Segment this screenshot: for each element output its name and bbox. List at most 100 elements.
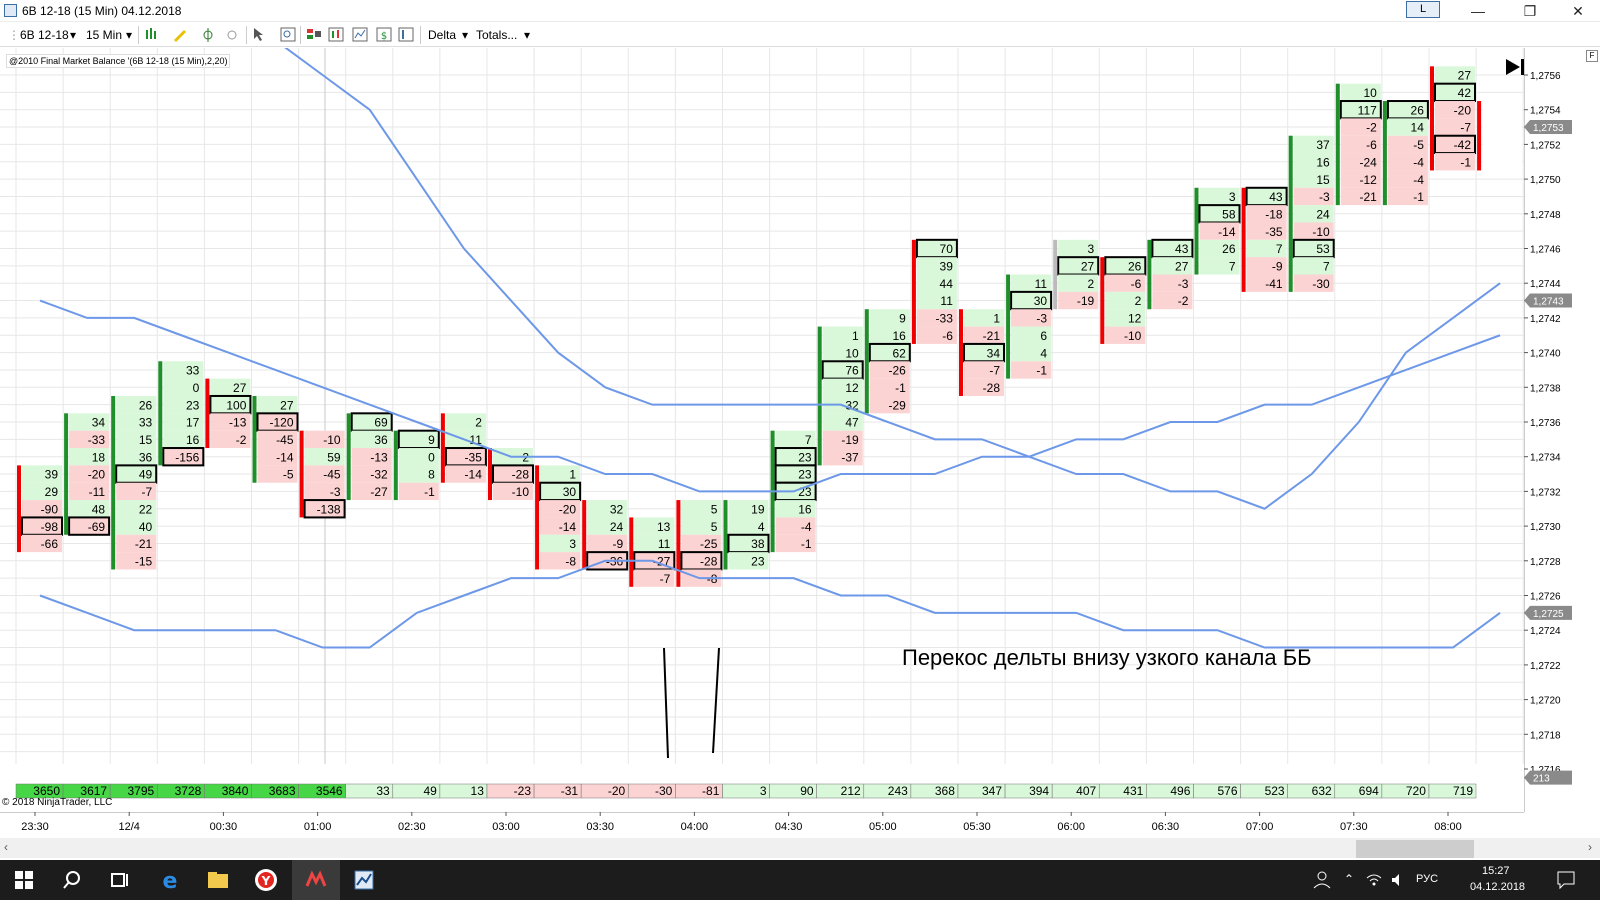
people-icon[interactable]	[1310, 868, 1334, 892]
footprint-bar[interactable]: 9 16 62 -26 -1 -29	[864, 309, 911, 414]
minimize-button[interactable]: —	[1471, 3, 1485, 19]
total-value: -31	[561, 784, 579, 798]
footprint-cell	[822, 413, 863, 431]
search-icon[interactable]	[60, 868, 84, 892]
footprint-bar[interactable]: 43 27 -3 -2	[1147, 238, 1194, 310]
horizontal-scrollbar[interactable]: ‹ ›	[0, 838, 1600, 858]
footprint-bar[interactable]: 37 16 15 -3 24 -10 53 7 -30	[1288, 135, 1335, 292]
file-explorer-icon[interactable]	[206, 868, 230, 892]
price-marker[interactable]	[1524, 605, 1572, 620]
delta-value: 0	[428, 450, 435, 464]
delta-value: -7	[989, 364, 1000, 378]
title-bar: 6B 12-18 (15 Min) 04.12.2018 L — ❐ ✕	[0, 0, 1600, 22]
footprint-bar[interactable]: 39 29 -90 -98 -66	[17, 465, 63, 553]
delta-caret-icon[interactable]: ▾	[462, 28, 469, 42]
footprint-bar[interactable]: 1 -21 34 -7 -28	[959, 309, 1005, 396]
price-marker[interactable]	[1524, 293, 1572, 308]
time-axis[interactable]: 23:30 12/4 00:30 01:00 02:30 03:00 03:30 04:00 0…	[0, 812, 1600, 838]
totals-caret-icon[interactable]: ▾	[524, 28, 531, 42]
clock-date[interactable]: 04.12.2018	[1470, 881, 1526, 893]
footprint-bar[interactable]: 3 27 2 -19	[1053, 239, 1100, 310]
dollar-icon[interactable]: $	[376, 27, 392, 42]
footprint-bar[interactable]: 27 -120 -45 -14 -5	[252, 395, 299, 483]
delta-value: 2	[475, 416, 482, 430]
maximize-icon[interactable]: ❐	[1523, 3, 1537, 19]
footprint-bar[interactable]: -10 59 -45 -3 -138	[299, 430, 346, 519]
interval-caret-icon[interactable]: ▾	[126, 28, 133, 42]
interval-selector[interactable]: 15 Min	[86, 28, 123, 42]
wifi-icon[interactable]	[1366, 872, 1382, 888]
totals-selector[interactable]: Totals...	[476, 28, 518, 42]
drawn-line[interactable]	[663, 647, 669, 759]
price-marker[interactable]	[1524, 120, 1572, 135]
instrument-selector[interactable]: 6B 12-18	[20, 28, 69, 42]
task-view-icon[interactable]	[108, 868, 132, 892]
candle-body	[864, 309, 869, 414]
footprint-bar[interactable]: 43 -18 -35 7 -9 -41	[1241, 186, 1288, 292]
scroll-to-end-bar-icon[interactable]	[1521, 59, 1524, 75]
scroll-right-icon[interactable]: ›	[1588, 840, 1592, 854]
ninjatrader-icon[interactable]	[304, 868, 328, 892]
candle-body	[629, 517, 634, 587]
footprint-bar[interactable]: 26 14 -5 -4 -4 -1	[1382, 100, 1429, 206]
yandex-browser-icon[interactable]: Y	[254, 868, 278, 892]
link-button[interactable]: L	[1406, 1, 1440, 18]
footprint-bar[interactable]: 3 58 -14 26 7	[1194, 187, 1241, 275]
scroll-left-icon[interactable]: ‹	[4, 840, 8, 854]
scroll-thumb[interactable]	[1356, 840, 1474, 858]
instrument-caret-icon[interactable]: ▾	[70, 28, 77, 42]
footprint-bar[interactable]: 33 0 23 17 16 -156	[158, 361, 205, 467]
candle-body	[1382, 101, 1387, 206]
footprint-bar[interactable]: 1 30 -20 -14 3 -8	[535, 465, 582, 570]
footprint-cell	[916, 274, 957, 292]
format-button[interactable]: F	[1586, 50, 1598, 62]
footprint-bar[interactable]: 26 33 15 36 49 -7 22 40 -21 -15	[111, 395, 158, 570]
footprint-bar[interactable]: 211-35-14	[440, 413, 487, 483]
data-box-icon[interactable]	[352, 27, 368, 42]
footprint-bar[interactable]: 26 -6 2 12 -10	[1100, 256, 1147, 344]
footprint-bar[interactable]: 34 -33 18 -20 -11 48 -69	[64, 413, 111, 536]
pencil-icon[interactable]	[172, 27, 188, 42]
strategy-icon[interactable]	[306, 27, 322, 42]
footprint-bar[interactable]: 11 30 -3 6 4 -1	[1006, 274, 1053, 379]
price-axis[interactable]: 1,2756 1,2754 1,2752 1,2750 1,2748 1,2746 1,27…	[1524, 48, 1584, 818]
edge-browser-icon[interactable]: e	[158, 868, 182, 892]
footprint-cell	[1387, 153, 1428, 171]
footprint-bar[interactable]: 10 117 -2 -6 -24 -12 -21	[1335, 83, 1382, 206]
candle-body	[911, 239, 916, 344]
indicators-icon[interactable]	[328, 27, 344, 42]
footprint-bar[interactable]: 19 4 38 23	[723, 500, 770, 570]
snap-icon[interactable]	[224, 27, 240, 42]
tray-chevron-icon[interactable]: ⌃	[1344, 872, 1355, 886]
footprint-bar[interactable]: 9 0 8 -1	[393, 429, 440, 501]
footprint-chart[interactable]: 3929-90-98-6634-3318-20-1148-69263315364…	[0, 48, 1524, 814]
footprint-bar[interactable]: 1 10 76 12 32 47 -19 -37	[817, 326, 864, 466]
footprint-bar[interactable]: 27 42 -20 -7 -42 -1	[1430, 66, 1476, 171]
language-indicator[interactable]: РУС	[1416, 873, 1439, 885]
footprint-bar[interactable]: 27 100 -13 -2	[205, 378, 252, 449]
crosshair-icon[interactable]	[200, 27, 216, 42]
clock-time[interactable]: 15:27	[1482, 865, 1510, 877]
properties-icon[interactable]	[398, 27, 414, 42]
windows-start-icon[interactable]	[12, 868, 36, 892]
total-value: -30	[655, 784, 673, 798]
notifications-icon[interactable]	[1554, 868, 1578, 892]
drawn-line[interactable]	[712, 647, 720, 754]
scroll-to-end-icon[interactable]	[1506, 59, 1520, 75]
footprint-bar[interactable]	[1477, 101, 1523, 171]
footprint-bar[interactable]: 69 36 -13 -32 -27	[346, 412, 393, 501]
close-icon[interactable]: ✕	[1572, 3, 1584, 19]
delta-value: 9	[899, 312, 906, 326]
delta-selector[interactable]: Delta	[428, 28, 457, 42]
price-marker[interactable]	[1524, 770, 1572, 785]
bar-style-icon[interactable]	[144, 27, 160, 42]
volume-icon[interactable]	[1390, 872, 1406, 888]
pointer-icon[interactable]	[252, 27, 268, 42]
footprint-bar[interactable]: 70 39 44 11 -33 -6	[911, 238, 958, 344]
zoom-icon[interactable]	[280, 27, 296, 42]
chart-window-icon[interactable]	[352, 868, 376, 892]
footprint-bar[interactable]: 55-25-28-8	[676, 500, 723, 587]
